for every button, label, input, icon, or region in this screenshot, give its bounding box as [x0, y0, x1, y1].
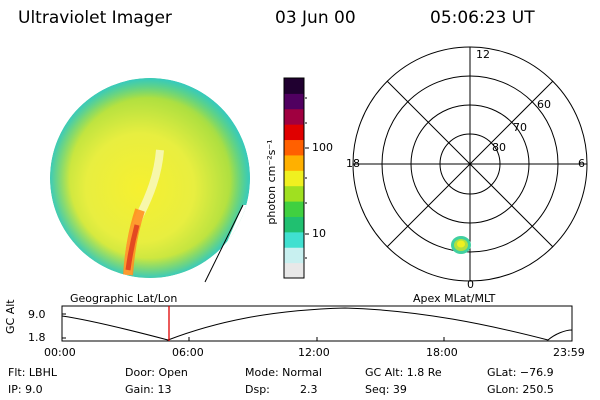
colorbar-segment [284, 216, 304, 233]
timeline-ylabel: GC Alt [4, 299, 17, 334]
info-dsp-label: Dsp: [245, 383, 270, 396]
info-door: Door: Open [125, 366, 188, 379]
timeline-xtick-1200: 12:00 [298, 346, 330, 359]
time-label: 05:06:23 UT [430, 8, 535, 28]
timeline-ytick-1.8: 1.8 [28, 331, 46, 344]
colorbar-segment [284, 139, 304, 156]
mlt-label-12: 12 [476, 48, 490, 61]
colorbar-segment [284, 247, 304, 264]
colorbar-tick-100: 100 [312, 141, 333, 154]
info-gain: Gain: 13 [125, 383, 172, 396]
colorbar-frame [283, 77, 305, 279]
mlt-label-18: 18 [346, 157, 360, 170]
colorbar-segment [284, 185, 304, 202]
aurora-blob [451, 236, 471, 254]
instrument-title: Ultraviolet Imager [18, 8, 172, 28]
lat-label-60: 60 [537, 98, 551, 111]
info-seq: Seq: 39 [365, 383, 407, 396]
info-glon: GLon: 250.5 [487, 383, 554, 396]
colorbar-segment [284, 124, 304, 141]
timeline-xtick-0600: 06:00 [172, 346, 204, 359]
colorbar-segment [284, 108, 304, 125]
colorbar-segment [284, 93, 304, 110]
terminator-line [204, 204, 244, 283]
colorbar [283, 77, 305, 279]
mlt-label-0: 0 [467, 278, 474, 291]
colorbar-segment [284, 78, 304, 94]
info-gc-alt: GC Alt: 1.8 Re [365, 366, 442, 379]
lat-label-70: 70 [513, 121, 527, 134]
info-dsp-value: 2.3 [300, 383, 318, 396]
colorbar-segment [284, 231, 304, 248]
polar-diagonal-b [386, 80, 554, 248]
altitude-curve [61, 307, 573, 341]
colorbar-segment [284, 154, 304, 171]
info-glat: GLat: −76.9 [487, 366, 554, 379]
colorbar-tick-10: 10 [312, 227, 326, 240]
timeline-frame [61, 305, 573, 342]
timeline-xtick-1800: 18:00 [426, 346, 458, 359]
timeline-xtick-2359: 23:59 [553, 346, 585, 359]
left-panel-caption: Geographic Lat/Lon [70, 292, 178, 305]
colorbar-segment [284, 201, 304, 217]
right-panel-caption: Apex MLat/MLT [413, 292, 496, 305]
timeline-ytick-9: 9.0 [28, 308, 46, 321]
info-mode: Mode: Normal [245, 366, 322, 379]
colorbar-segment [284, 262, 304, 279]
colorbar-segment [284, 170, 304, 187]
globe-disc [50, 78, 250, 278]
timeline-xtick-0000: 00:00 [44, 346, 76, 359]
info-flt: Flt: LBHL [8, 366, 57, 379]
date-label: 03 Jun 00 [275, 8, 356, 28]
colorbar-ticks [305, 97, 309, 259]
mlt-label-6: 6 [578, 157, 585, 170]
lat-label-80: 80 [492, 141, 506, 154]
info-ip: IP: 9.0 [8, 383, 43, 396]
